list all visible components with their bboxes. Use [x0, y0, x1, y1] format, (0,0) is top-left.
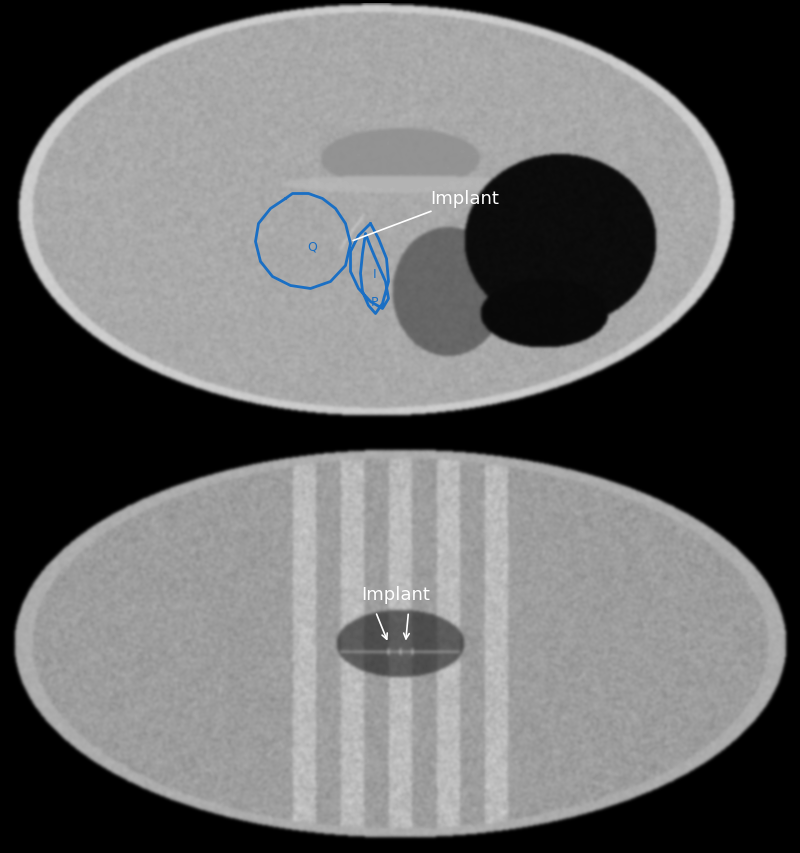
Text: Implant: Implant — [361, 586, 430, 604]
Text: Implant: Implant — [353, 190, 499, 241]
Text: Q: Q — [307, 240, 318, 252]
Text: P: P — [370, 296, 378, 309]
Text: I: I — [373, 268, 376, 281]
